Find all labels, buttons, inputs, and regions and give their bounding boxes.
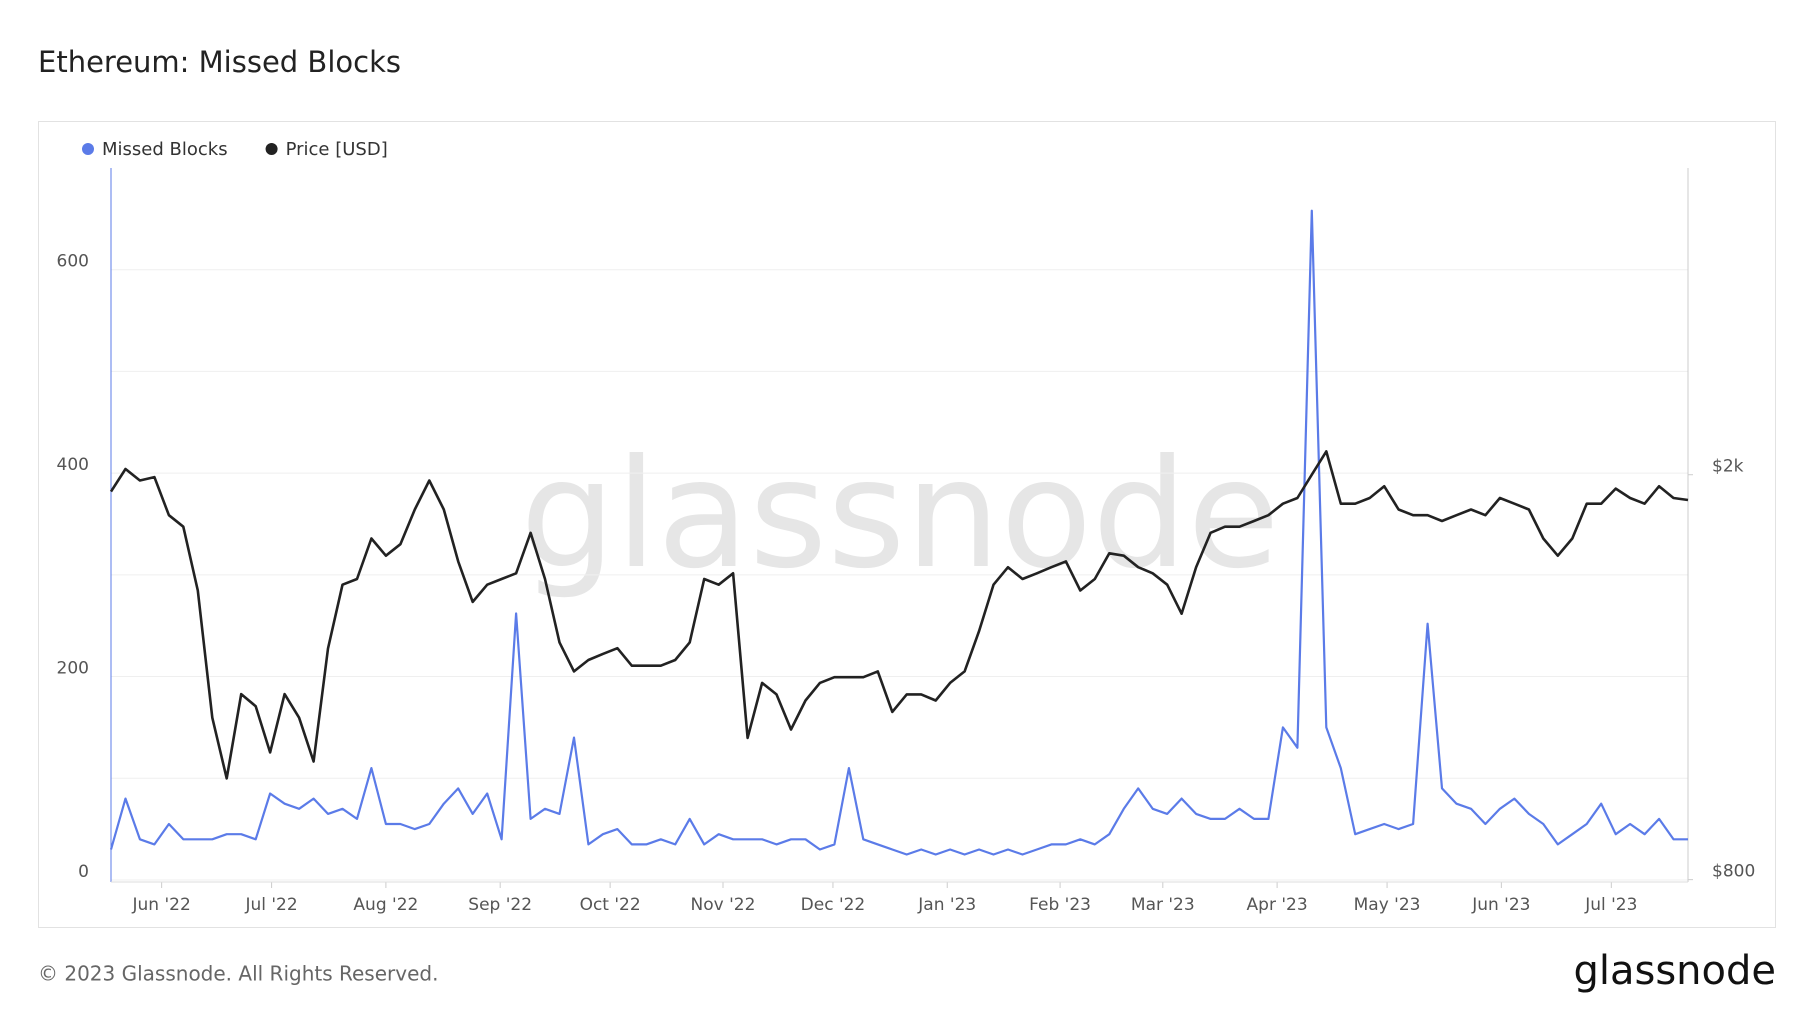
x-tick-label: Aug '22 <box>353 895 418 915</box>
y-tick-label: 0 <box>78 862 89 882</box>
y-tick-label: 600 <box>57 252 89 272</box>
y2-tick-label: $800 <box>1712 862 1755 882</box>
series-line <box>109 209 1688 856</box>
logo: glassnode <box>1573 948 1776 994</box>
legend-marker <box>82 143 94 155</box>
x-tick-label: Jul '23 <box>1584 895 1637 915</box>
x-tick-label: Feb '23 <box>1029 895 1091 915</box>
x-tick-label: May '23 <box>1354 895 1421 915</box>
x-tick-label: Mar '23 <box>1131 895 1195 915</box>
x-tick-label: Dec '22 <box>801 895 866 915</box>
series-line <box>109 450 1689 780</box>
x-tick-label: Nov '22 <box>691 895 756 915</box>
y2-tick-label: $2k <box>1712 457 1744 477</box>
x-tick-label: Oct '22 <box>580 895 641 915</box>
legend-marker <box>265 143 278 155</box>
chart-title: Ethereum: Missed Blocks <box>38 45 401 79</box>
copyright: © 2023 Glassnode. All Rights Reserved. <box>38 962 438 986</box>
chart-frame <box>38 121 1776 928</box>
watermark: glassnode <box>520 428 1279 602</box>
y-tick-label: 400 <box>57 455 89 475</box>
legend-label: Missed Blocks <box>102 139 228 160</box>
x-tick-label: Jun '23 <box>1471 895 1530 915</box>
x-tick-label: Jan '23 <box>917 895 976 915</box>
x-tick-label: Apr '23 <box>1247 895 1308 915</box>
x-tick-label: Jun '22 <box>131 895 190 915</box>
legend-label: Price [USD] <box>286 139 388 160</box>
x-tick-label: Jul '22 <box>244 895 297 915</box>
y-tick-label: 200 <box>57 659 89 679</box>
x-tick-label: Sep '22 <box>468 895 532 915</box>
